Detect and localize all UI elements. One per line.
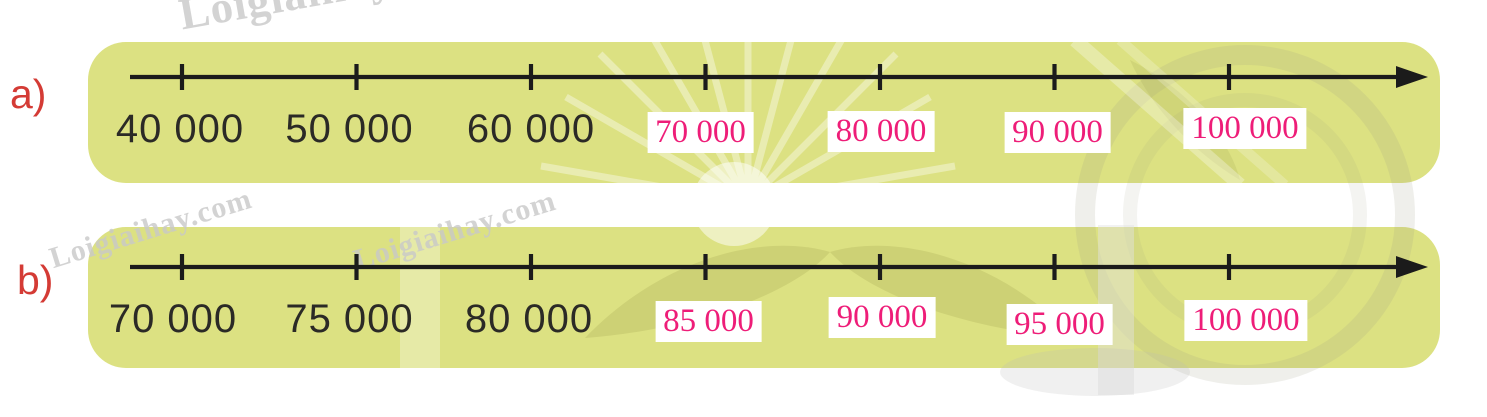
answer-tick-label: 80 000 (827, 111, 935, 152)
answer-tick-label: 70 000 (647, 112, 754, 153)
printed-tick-label: 50 000 (285, 107, 414, 151)
answer-tick-label: 95 000 (1006, 304, 1113, 345)
printed-tick-label: 80 000 (464, 297, 594, 341)
answer-tick-label: 100 000 (1183, 108, 1307, 149)
printed-tick-label: 40 000 (115, 107, 245, 151)
watermark-text-top: Loigiaihay (175, 0, 396, 40)
answer-tick-label: 90 000 (1004, 112, 1111, 153)
printed-tick-label: 75 000 (285, 297, 414, 341)
part-label-b: b) (17, 257, 54, 303)
answer-tick-label: 90 000 (828, 297, 936, 338)
number-line-panel-b (88, 227, 1440, 368)
answer-tick-label: 100 000 (1184, 300, 1308, 341)
part-label-a: a) (10, 71, 47, 117)
printed-tick-label: 70 000 (108, 297, 238, 341)
printed-tick-label: 60 000 (466, 107, 596, 151)
answer-tick-label: 85 000 (655, 301, 762, 342)
